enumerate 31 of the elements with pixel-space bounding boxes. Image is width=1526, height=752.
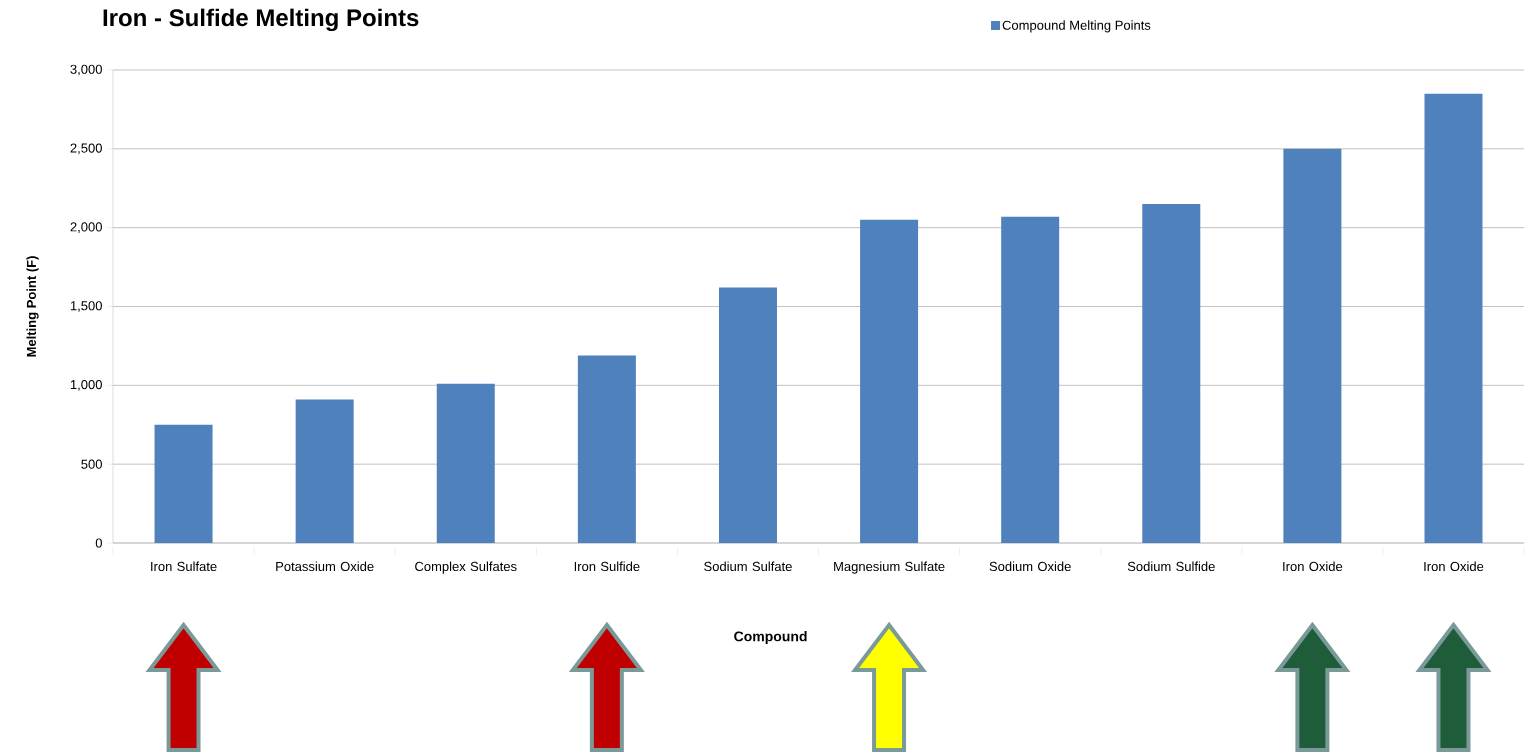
bar: [860, 219, 919, 543]
bar: [154, 424, 213, 543]
x-tick-label: Sodium Sulfate: [704, 561, 792, 572]
y-axis-title: Melting Point (F): [26, 256, 39, 357]
y-tick-label: 0: [95, 538, 102, 548]
bar: [577, 355, 636, 543]
chart-title: Iron - Sulfide Melting Points: [103, 8, 419, 32]
x-tick-label: Iron Sulfate: [151, 561, 217, 572]
y-tick-label: 2,500: [70, 143, 102, 155]
x-tick-label: Potassium Oxide: [276, 561, 374, 572]
bar: [436, 383, 495, 543]
x-axis-title: Compound: [734, 631, 807, 645]
y-tick-label: 500: [81, 459, 102, 469]
bar: [1424, 93, 1483, 543]
y-tick-label: 1,000: [70, 379, 102, 391]
x-tick-label: Iron Oxide: [1283, 561, 1343, 572]
bar: [1001, 216, 1060, 543]
x-tick-label: Magnesium Sulfate: [834, 561, 945, 574]
bar: [1283, 148, 1342, 543]
bar: [1142, 204, 1201, 543]
x-tick-label: Iron Oxide: [1424, 561, 1484, 572]
y-tick-label: 3,000: [70, 64, 102, 76]
y-tick-label: 1,500: [70, 301, 102, 312]
bar: [718, 287, 777, 543]
x-tick-label: Complex Sulfates: [415, 561, 517, 574]
bar: [295, 399, 354, 543]
x-tick-label: Sodium Sulfide: [1127, 561, 1215, 572]
x-tick-label: Sodium Oxide: [989, 561, 1071, 572]
x-tick-label: Iron Sulfide: [574, 561, 640, 572]
y-tick-label: 2,000: [70, 222, 102, 234]
legend-label: Compound Melting Points: [1002, 20, 1151, 33]
